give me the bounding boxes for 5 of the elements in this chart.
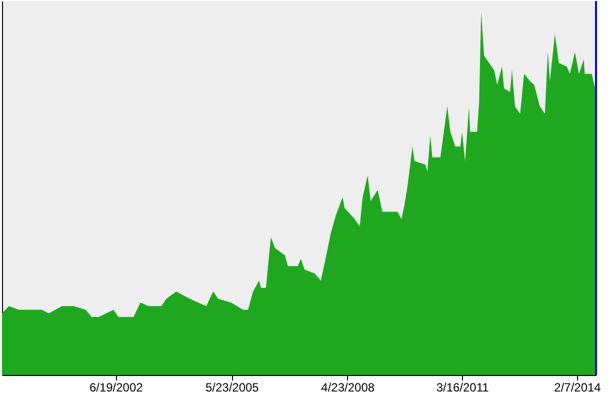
x-tick-label: 4/23/2008 <box>321 380 375 394</box>
x-tick-label: 6/19/2002 <box>89 380 144 394</box>
x-tick-label: 2/7/2014 <box>554 380 602 394</box>
x-tick-label: 3/16/2011 <box>436 380 490 394</box>
x-tick-label: 5/23/2005 <box>205 380 260 394</box>
